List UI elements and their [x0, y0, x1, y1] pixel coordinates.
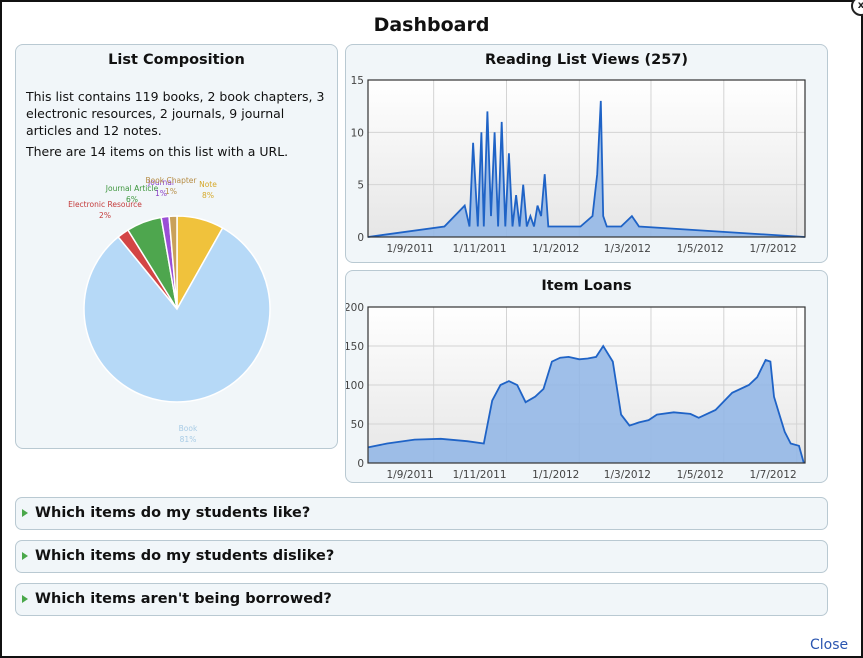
x-tick-label: 1/7/2012 [749, 243, 796, 255]
x-tick-label: 1/3/2012 [604, 469, 651, 481]
area-fill [368, 346, 804, 463]
accordion-label: Which items do my students like? [35, 505, 311, 521]
y-tick-label: 100 [346, 380, 364, 392]
pie-label: Book Chapter [145, 176, 197, 185]
y-tick-label: 10 [351, 127, 364, 139]
reading-list-views-panel: Reading List Views (257) 0 5 10 15 1/9/2011 1… [345, 44, 828, 263]
pie-slice [168, 215, 178, 310]
close-icon[interactable]: x [851, 0, 863, 16]
url-count-text: There are 14 items on this list with a U… [26, 144, 289, 159]
pie-label: Electronic Resource [68, 200, 142, 209]
x-tick-label: 1/11/2011 [453, 243, 507, 255]
dialog-title: Dashboard [373, 14, 490, 36]
pie-pct-label: 81% [180, 435, 197, 444]
x-tick-label: 1/5/2012 [677, 243, 724, 255]
x-tick-label: 1/9/2011 [386, 469, 433, 481]
series-line [367, 100, 806, 238]
y-tick-label: 0 [357, 458, 364, 470]
item-loans-title: Item Loans [541, 278, 632, 294]
y-tick-label: 50 [351, 419, 364, 431]
reading-list-views-chart: 0 5 10 15 1/9/2011 1/11/2011 1/1/2012 1/3/2012 1… [351, 75, 806, 255]
list-composition-panel: List Composition This list contains 119 … [15, 44, 338, 449]
expand-arrow-icon [22, 595, 28, 603]
plot-background [368, 80, 805, 237]
accordion-students-dislike[interactable]: Which items do my students dislike? [15, 540, 828, 573]
accordion-not-borrowed[interactable]: Which items aren't being borrowed? [15, 583, 828, 616]
x-tick-label: 1/7/2012 [749, 469, 796, 481]
y-tick-label: 5 [357, 180, 364, 192]
accordion-label: Which items do my students dislike? [35, 548, 335, 564]
pie-label: Journal Article [105, 184, 159, 193]
accordion-students-like[interactable]: Which items do my students like? [15, 497, 828, 530]
pie-label: Book [179, 424, 198, 433]
composition-pie-chart: Note 8% Book 81% Electronic Resource 2% Journa… [68, 176, 271, 444]
pie-pct-label: 6% [126, 195, 138, 204]
reading-list-views-title: Reading List Views (257) [484, 52, 689, 68]
pie-pct-label: 1% [165, 187, 177, 196]
x-tick-label: 1/3/2012 [604, 243, 651, 255]
series-line [367, 344, 805, 464]
item-loans-panel: Item Loans 0 50 100 150 200 1/9/2011 1/11/2011… [345, 270, 828, 483]
list-composition-title: List Composition [108, 52, 245, 68]
x-tick-label: 1/11/2011 [453, 469, 507, 481]
pie-pct-label: 1% [155, 189, 167, 198]
pie-pct-label: 8% [202, 191, 214, 200]
pie-pct-label: 2% [99, 211, 111, 220]
plot-border [367, 79, 806, 238]
expand-arrow-icon [22, 509, 28, 517]
y-tick-label: 150 [346, 341, 364, 353]
x-tick-label: 1/9/2011 [386, 243, 433, 255]
pie-label: Note [199, 180, 217, 189]
close-link[interactable]: Close [810, 637, 849, 653]
pie-slice [83, 226, 271, 403]
item-loans-chart: 0 50 100 150 200 1/9/2011 1/11/2011 1/1/2012 1/3… [346, 302, 806, 481]
y-tick-label: 200 [346, 302, 364, 314]
y-tick-label: 0 [357, 232, 364, 244]
x-tick-label: 1/1/2012 [532, 243, 579, 255]
accordion-label: Which items aren't being borrowed? [35, 591, 332, 607]
plot-border [367, 306, 806, 464]
x-tick-label: 1/1/2012 [532, 469, 579, 481]
composition-summary: This list contains 119 books, 2 book cha… [26, 89, 325, 138]
pie-label: Journal [147, 178, 174, 187]
y-tick-label: 15 [351, 75, 364, 87]
x-tick-label: 1/5/2012 [677, 469, 724, 481]
expand-arrow-icon [22, 552, 28, 560]
